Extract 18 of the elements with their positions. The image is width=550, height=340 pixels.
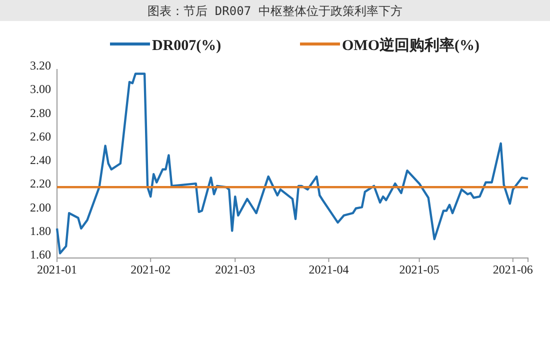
y-tick-label: 1.60 <box>30 248 51 262</box>
x-tick-label: 2021-03 <box>215 262 256 277</box>
y-tick-label: 2.20 <box>30 176 51 191</box>
y-tick-label: 3.00 <box>30 82 51 96</box>
x-tick-label: 2021-05 <box>399 262 440 277</box>
y-tick-label: 3.20 <box>30 58 51 73</box>
y-tick-label: 1.80 <box>30 224 51 238</box>
y-tick-label: 2.40 <box>30 153 51 168</box>
x-tick-label: 2021-06 <box>492 262 533 277</box>
chart-title: 图表：节后 DR007 中枢整体位于政策利率下方 <box>148 4 402 18</box>
y-tick-label: 2.60 <box>30 129 51 144</box>
x-tick-label: 2021-04 <box>308 262 349 277</box>
y-tick-label: 2.80 <box>30 106 51 120</box>
y-tick-label: 2.00 <box>30 200 51 214</box>
legend-label: DR007(%) <box>152 38 222 54</box>
x-tick-label: 2021-02 <box>130 262 171 277</box>
legend-label: OMO逆回购利率(%) <box>342 36 480 54</box>
x-tick-label: 2021-01 <box>37 262 77 277</box>
